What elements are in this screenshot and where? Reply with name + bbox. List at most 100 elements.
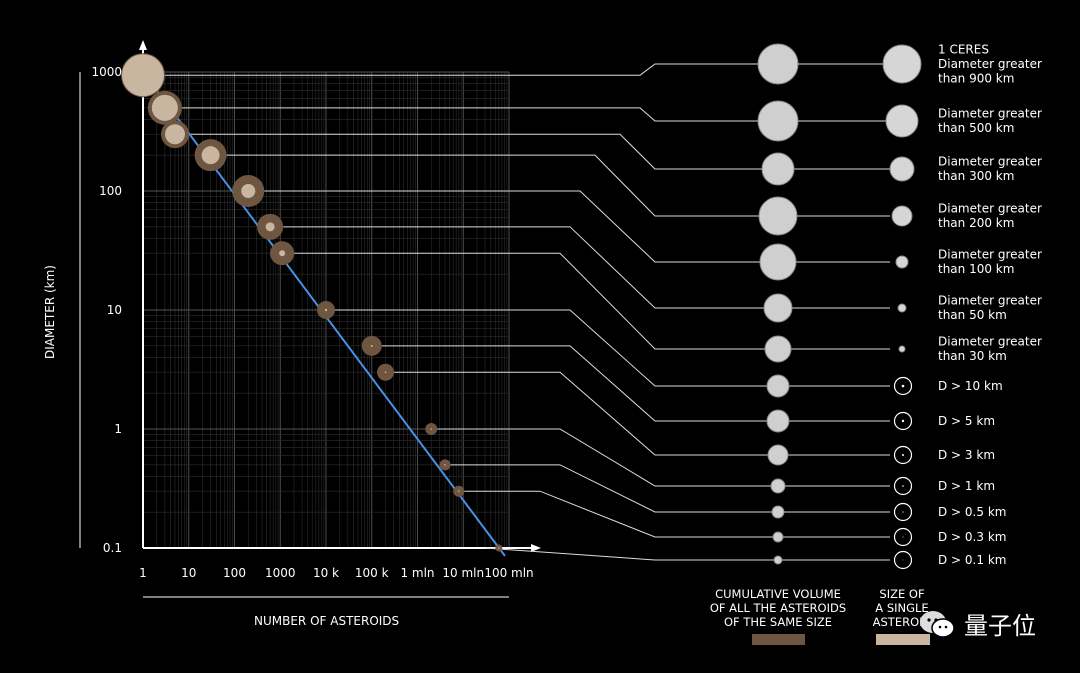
- leader-line: [394, 371, 890, 456]
- y-tick-label: 0.1: [103, 541, 122, 555]
- point-single: [201, 146, 220, 165]
- leader-line: [464, 490, 890, 538]
- asteroid-single-icon: [902, 536, 904, 538]
- size-label: D > 0.3 km: [938, 530, 1006, 544]
- leader-line: [294, 252, 890, 350]
- asteroid-cumulative-icon: [766, 409, 790, 433]
- x-tick-label: 100 k: [355, 566, 389, 580]
- asteroid-single-icon: [902, 559, 904, 561]
- x-tick-label: 1000: [265, 566, 296, 580]
- asteroid-cumulative-icon: [763, 293, 793, 323]
- legend-cumulative-label: CUMULATIVE VOLUME OF ALL THE ASTEROIDS O…: [709, 587, 847, 629]
- point-single: [151, 94, 178, 121]
- magnifier-ring-icon: [893, 527, 913, 547]
- point-single: [265, 222, 275, 232]
- asteroid-single-icon: [898, 345, 906, 353]
- point-single: [384, 371, 387, 374]
- asteroid-cumulative-icon: [758, 196, 798, 236]
- asteroid-single-icon: [901, 384, 905, 388]
- x-tick-label: 1: [139, 566, 147, 580]
- data-points: [121, 53, 503, 552]
- size-label: Diameter greater: [938, 294, 1042, 308]
- size-label: D > 1 km: [938, 479, 995, 493]
- size-label: Diameter greater: [938, 202, 1042, 216]
- point-single: [430, 428, 433, 430]
- x-tick-label: 10 k: [313, 566, 339, 580]
- size-label: D > 0.5 km: [938, 505, 1006, 519]
- x-tick-label: 10: [181, 566, 196, 580]
- magnifier-ring-icon: [893, 502, 913, 522]
- size-label: than 50 km: [938, 308, 1007, 322]
- size-label: D > 3 km: [938, 448, 995, 462]
- x-tick-label: 10 mln: [442, 566, 484, 580]
- magnifier-ring-icon: [893, 445, 913, 465]
- chart-axes: [79, 40, 541, 598]
- size-label: than 30 km: [938, 349, 1007, 363]
- x-axis-title: NUMBER OF ASTEROIDS: [254, 614, 400, 628]
- asteroid-cumulative-icon: [772, 531, 784, 543]
- y-tick-label: 1000: [91, 65, 122, 79]
- watermark-text: 量子位: [964, 612, 1036, 640]
- y-axis-arrow: [139, 40, 147, 50]
- size-label: than 900 km: [938, 71, 1014, 85]
- x-tick-label: 100: [223, 566, 246, 580]
- asteroid-single-icon: [897, 303, 907, 313]
- point-single: [498, 547, 500, 549]
- magnifier-ring-icon: [893, 411, 913, 431]
- asteroid-cumulative-icon: [764, 335, 792, 363]
- size-label: Diameter greater: [938, 57, 1042, 71]
- asteroid-single-icon: [902, 454, 904, 456]
- y-tick-label: 1: [114, 422, 122, 436]
- size-label: Diameter greater: [938, 155, 1042, 169]
- magnifier-ring-icon: [893, 550, 913, 570]
- asteroid-single-icon: [901, 419, 905, 423]
- asteroid-cumulative-icon: [771, 505, 785, 519]
- size-label: D > 0.1 km: [938, 553, 1006, 567]
- asteroid-cumulative-icon: [770, 478, 786, 494]
- asteroid-cumulative-icon: [759, 243, 797, 281]
- chat-bubble-icon: [918, 609, 956, 639]
- asteroid-single-icon: [895, 255, 909, 269]
- point-single: [241, 184, 256, 198]
- asteroid-cumulative-icon: [766, 374, 790, 398]
- asteroid-single-icon: [882, 44, 922, 84]
- legend-single-swatch: [876, 634, 930, 645]
- size-label: Diameter greater: [938, 107, 1042, 121]
- size-label: than 300 km: [938, 169, 1014, 183]
- size-label: D > 10 km: [938, 379, 1003, 393]
- asteroid-single-icon: [902, 485, 904, 487]
- size-label: than 100 km: [938, 262, 1014, 276]
- point-single: [370, 344, 373, 347]
- asteroid-cumulative-icon: [757, 100, 799, 142]
- size-label: than 200 km: [938, 216, 1014, 230]
- asteroid-cumulative-icon: [761, 152, 795, 186]
- point-single: [458, 490, 460, 493]
- asteroid-cumulative-icon: [773, 555, 783, 565]
- leader-line: [437, 428, 890, 487]
- size-label: than 500 km: [938, 121, 1014, 135]
- asteroid-cumulative-icon: [767, 444, 789, 466]
- size-label: Diameter greater: [938, 248, 1042, 262]
- x-tick-label: 100 mln: [484, 566, 533, 580]
- size-label: D > 5 km: [938, 414, 995, 428]
- size-label: 1 CERES: [938, 42, 989, 56]
- point-single: [324, 308, 328, 312]
- magnifier-ring-icon: [893, 476, 913, 496]
- asteroid-single-icon: [891, 205, 913, 227]
- watermark: 量子位: [918, 606, 1036, 641]
- asteroid-single-icon: [902, 511, 904, 513]
- size-label: Diameter greater: [938, 335, 1042, 349]
- asteroid-single-icon: [889, 156, 915, 182]
- y-tick-label: 10: [107, 303, 122, 317]
- x-tick-label: 1 mln: [400, 566, 434, 580]
- point-single: [164, 124, 185, 145]
- legend-single-label: SIZE OF A SINGLE ASTEROID: [872, 587, 932, 629]
- x-axis-arrow: [531, 544, 541, 552]
- asteroid-single-icon: [885, 104, 919, 138]
- leader-line: [484, 547, 890, 561]
- y-tick-label: 100: [99, 184, 122, 198]
- point-single: [122, 54, 164, 97]
